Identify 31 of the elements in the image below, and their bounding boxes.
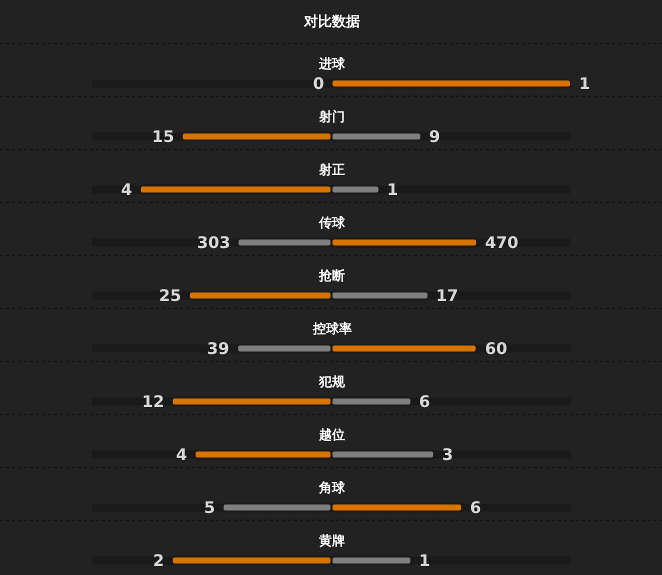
data-label: 25 — [159, 286, 182, 305]
y-tick-label: 射正 — [318, 163, 345, 178]
data-label: 1 — [387, 180, 398, 199]
y-tick-label: 进球 — [318, 56, 346, 72]
y-tick-label: 黄牌 — [318, 533, 345, 549]
data-label: 1 — [419, 551, 430, 570]
y-tick-label: 犯规 — [318, 375, 346, 390]
data-label: 3 — [442, 445, 454, 464]
y-tick-label: 角球 — [318, 480, 346, 496]
data-label: 6 — [470, 498, 482, 517]
y-tick-label: 控球率 — [312, 321, 352, 337]
data-label: 0 — [313, 74, 324, 93]
data-label: 470 — [485, 233, 518, 252]
y-tick-label: 抢断 — [318, 269, 345, 284]
data-label: 1 — [579, 74, 590, 93]
data-label: 4 — [121, 180, 132, 199]
y-tick-label: 射门 — [318, 109, 345, 125]
data-label: 5 — [204, 498, 216, 517]
data-label: 39 — [207, 339, 230, 358]
data-label: 60 — [485, 339, 508, 358]
chart-title: 对比数据 — [303, 14, 360, 30]
data-label: 4 — [176, 445, 188, 464]
y-tick-label: 越位 — [318, 428, 345, 443]
data-label: 2 — [153, 551, 164, 570]
data-label: 15 — [152, 127, 174, 146]
data-label: 6 — [419, 392, 430, 411]
y-tick-label: 传球 — [318, 215, 346, 231]
data-label: 9 — [429, 127, 440, 146]
data-label: 12 — [142, 392, 164, 411]
data-label: 303 — [197, 233, 230, 252]
data-label: 17 — [436, 286, 458, 305]
